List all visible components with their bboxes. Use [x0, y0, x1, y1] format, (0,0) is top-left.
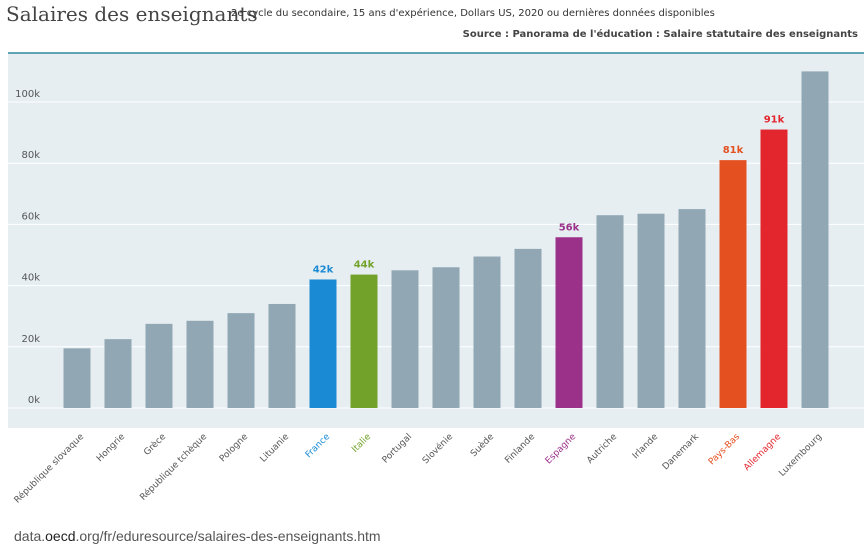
bar-chart: 0k 20k 40k 60k 80k 100k République slovaque Hon…: [8, 52, 864, 505]
y-tick-label: 100k: [15, 89, 40, 100]
bar: [719, 160, 747, 408]
x-tick-label: Italie: [350, 432, 373, 455]
data-label: 42k: [313, 264, 334, 275]
x-tick-label: Slovénie: [420, 431, 455, 466]
bar: [268, 303, 296, 408]
x-tick-label: République slovaque: [12, 431, 86, 505]
x-tick-label: Lituanie: [259, 432, 292, 465]
x-tick-label: Irlande: [631, 432, 661, 462]
x-tick-label: Allemagne: [742, 432, 783, 473]
bar: [678, 209, 706, 408]
data-label: 81k: [723, 145, 744, 156]
x-tick-label: Pologne: [218, 432, 251, 465]
x-tick-label: Portugal: [381, 432, 414, 465]
bar: [186, 320, 214, 408]
bar: [432, 267, 460, 408]
x-tick-label: Hongrie: [95, 432, 127, 464]
bar: [63, 348, 91, 408]
y-tick-label: 60k: [21, 211, 40, 222]
bar: [514, 248, 542, 408]
url-prefix: data.: [14, 528, 46, 544]
chart-subtitle: 2e cycle du secondaire, 15 ans d'expérie…: [231, 8, 715, 19]
source-note: Source : Panorama de l'éducation : Salai…: [462, 29, 858, 40]
y-tick-label: 40k: [21, 273, 40, 284]
bar: [309, 279, 337, 408]
bar: [555, 237, 583, 408]
bar: [760, 129, 788, 409]
bar: [473, 256, 501, 408]
x-tick-label: Danemark: [661, 431, 702, 472]
x-tick-label: France: [304, 432, 333, 461]
url-bold: oecd: [45, 528, 76, 544]
bar: [145, 323, 173, 408]
data-label: 91k: [764, 115, 785, 126]
data-label: 56k: [559, 222, 580, 233]
bar: [350, 274, 378, 408]
y-tick-label: 80k: [21, 150, 40, 161]
x-tick-label: Luxembourg: [777, 432, 824, 479]
x-tick-label: Autriche: [585, 432, 619, 466]
bar: [104, 339, 132, 408]
x-tick-label: République tchèque: [138, 431, 210, 503]
x-tick-label: Espagne: [544, 432, 579, 467]
x-tick-label: Pays-Bas: [707, 432, 742, 467]
data-label: 44k: [354, 260, 375, 271]
x-tick-label: Grèce: [142, 431, 169, 458]
footer-url[interactable]: data.oecd.org/fr/eduresource/salaires-de…: [14, 528, 381, 544]
bar: [391, 270, 419, 408]
x-tick-label: Finlande: [503, 432, 537, 466]
bar: [801, 71, 829, 409]
chart-title: Salaires des enseignants: [6, 2, 258, 26]
url-suffix: .org/fr/eduresource/salaires-des-enseign…: [75, 528, 381, 544]
y-tick-label: 20k: [21, 334, 40, 345]
bar: [227, 313, 255, 408]
x-tick-label: Suède: [468, 431, 496, 459]
bar: [596, 215, 624, 408]
y-tick-label: 0k: [28, 395, 40, 406]
bar: [637, 213, 665, 408]
